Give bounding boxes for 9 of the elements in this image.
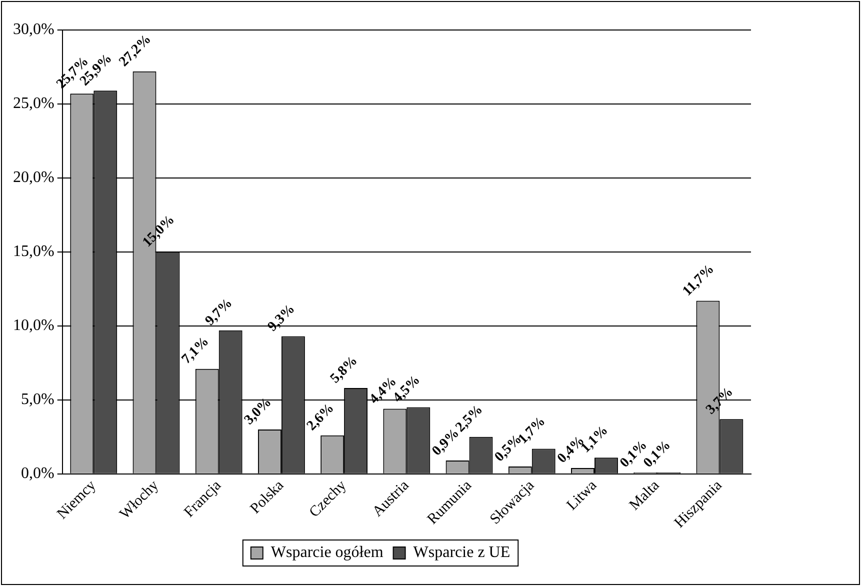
y-tick-label: 20,0% xyxy=(13,169,54,186)
y-tick-label: 10,0% xyxy=(13,317,54,334)
y-tick-label: 25,0% xyxy=(13,95,54,112)
y-tick-label: 30,0% xyxy=(13,21,54,38)
y-tick-label: 5,0% xyxy=(21,391,54,408)
y-tick-label: 15,0% xyxy=(13,243,54,260)
legend-label: Wsparcie z UE xyxy=(413,544,510,562)
y-tick-label: 0,0% xyxy=(21,465,54,482)
legend-label: Wsparcie ogółem xyxy=(270,544,384,562)
